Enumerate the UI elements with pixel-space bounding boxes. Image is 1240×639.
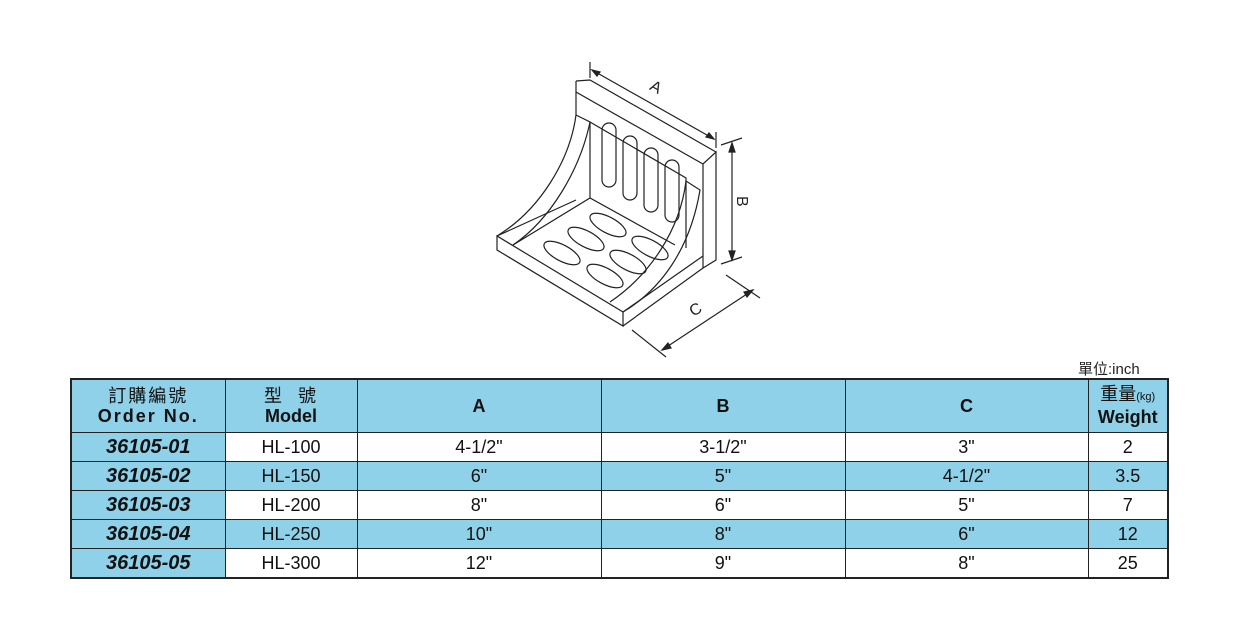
table-row: 36105-03 HL-200 8" 6" 5" 7 bbox=[70, 490, 1169, 520]
dim-a: 12" bbox=[356, 548, 602, 579]
dim-a: 4-1/2" bbox=[356, 432, 602, 462]
unit-label: 單位:inch bbox=[1078, 361, 1140, 378]
order-no: 36105-04 bbox=[70, 519, 226, 549]
model: HL-300 bbox=[224, 548, 358, 579]
dim-a: 6" bbox=[356, 461, 602, 491]
dim-c: 3" bbox=[844, 432, 1089, 462]
model: HL-200 bbox=[224, 490, 358, 520]
header-order: 訂購編號 Order No. bbox=[70, 378, 226, 433]
dim-b: 8" bbox=[600, 519, 846, 549]
dim-a: 8" bbox=[356, 490, 602, 520]
dim-b: 6" bbox=[600, 490, 846, 520]
weight: 25 bbox=[1087, 548, 1169, 579]
table-row: 36105-02 HL-150 6" 5" 4-1/2" 3.5 bbox=[70, 461, 1169, 491]
dim-b: 3-1/2" bbox=[600, 432, 846, 462]
order-no: 36105-03 bbox=[70, 490, 226, 520]
header-weight: 重量(kg) Weight bbox=[1087, 378, 1169, 433]
model: HL-250 bbox=[224, 519, 358, 549]
header-model: 型 號 Model bbox=[224, 378, 358, 433]
dim-b: 5" bbox=[600, 461, 846, 491]
dim-a: 10" bbox=[356, 519, 602, 549]
weight: 2 bbox=[1087, 432, 1169, 462]
model: HL-150 bbox=[224, 461, 358, 491]
order-no: 36105-05 bbox=[70, 548, 226, 579]
order-no: 36105-02 bbox=[70, 461, 226, 491]
weight: 12 bbox=[1087, 519, 1169, 549]
table-header-row: 訂購編號 Order No. 型 號 Model A B C 重量(kg) Weigh… bbox=[70, 378, 1169, 433]
angle-plate-drawing: A B C bbox=[496, 62, 761, 358]
header-a: A bbox=[356, 378, 602, 433]
model: HL-100 bbox=[224, 432, 358, 462]
weight: 3.5 bbox=[1087, 461, 1169, 491]
dim-c: 5" bbox=[844, 490, 1089, 520]
dim-b: 9" bbox=[600, 548, 846, 579]
header-b: B bbox=[600, 378, 846, 433]
dimension-a-label: A bbox=[647, 78, 665, 98]
dim-c: 6" bbox=[844, 519, 1089, 549]
spec-table: 訂購編號 Order No. 型 號 Model A B C 重量(kg) Weigh… bbox=[70, 378, 1169, 579]
table-row: 36105-04 HL-250 10" 8" 6" 12 bbox=[70, 519, 1169, 549]
dimension-c-label: C bbox=[687, 300, 706, 321]
table-row: 36105-01 HL-100 4-1/2" 3-1/2" 3" 2 bbox=[70, 432, 1169, 462]
dim-c: 4-1/2" bbox=[844, 461, 1089, 491]
order-no: 36105-01 bbox=[70, 432, 226, 462]
dim-c: 8" bbox=[844, 548, 1089, 579]
header-c: C bbox=[844, 378, 1089, 433]
table-row: 36105-05 HL-300 12" 9" 8" 25 bbox=[70, 548, 1169, 579]
weight: 7 bbox=[1087, 490, 1169, 520]
dimension-b-label: B bbox=[733, 196, 750, 207]
